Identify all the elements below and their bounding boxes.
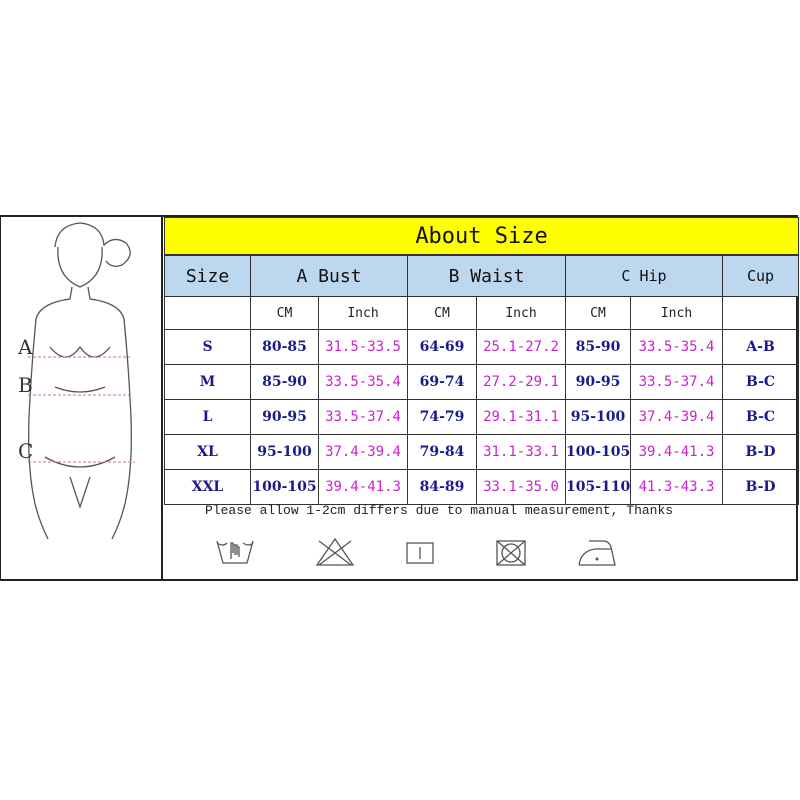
header-cup: Cup xyxy=(721,254,800,297)
waist-cm-cell: 74-79 xyxy=(407,399,477,435)
label-a: A xyxy=(18,335,33,359)
unit-inch: Inch xyxy=(630,296,723,330)
do-not-tumble-dry-icon xyxy=(496,540,526,566)
size-cell: XL xyxy=(164,434,251,470)
hip-cm-cell: 100-105 xyxy=(565,434,631,470)
bust-cm-cell: 85-90 xyxy=(250,364,319,400)
table-row: M 85-90 33.5-35.4 69-74 27.2-29.1 90-95 33.5-3… xyxy=(164,364,800,400)
hand-wash-icon xyxy=(216,540,254,564)
waist-inch-cell: 29.1-31.1 xyxy=(476,399,566,435)
bust-inch-cell: 37.4-39.4 xyxy=(318,434,408,470)
waist-cm-cell: 79-84 xyxy=(407,434,477,470)
hip-inch-cell: 37.4-39.4 xyxy=(630,399,723,435)
header-size: Size xyxy=(164,254,251,297)
bust-cm-cell: 90-95 xyxy=(250,399,319,435)
measurement-note: Please allow 1-2cm differs due to manual… xyxy=(205,503,674,518)
hip-cm-cell: 90-95 xyxy=(565,364,631,400)
bust-inch-cell: 39.4-41.3 xyxy=(318,469,408,505)
hip-inch-cell: 41.3-43.3 xyxy=(630,469,723,505)
header-hip: C Hip xyxy=(565,254,723,297)
unit-empty xyxy=(721,296,800,330)
hip-inch-cell: 33.5-35.4 xyxy=(630,329,723,365)
waist-inch-cell: 27.2-29.1 xyxy=(476,364,566,400)
line-dry-icon xyxy=(406,542,434,564)
table-row: XL 95-100 37.4-39.4 79-84 31.1-33.1 100-105 39… xyxy=(164,434,800,470)
hip-inch-cell: 33.5-37.4 xyxy=(630,364,723,400)
unit-inch: Inch xyxy=(318,296,408,330)
iron-low-icon xyxy=(578,540,616,566)
table-title: About Size xyxy=(163,217,800,256)
cup-cell: B-C xyxy=(721,399,800,435)
bust-cm-cell: 95-100 xyxy=(250,434,319,470)
table-row: L 90-95 33.5-37.4 74-79 29.1-31.1 95-100 37.4-… xyxy=(164,399,800,435)
bust-cm-cell: 100-105 xyxy=(250,469,319,505)
bust-cm-cell: 80-85 xyxy=(250,329,319,365)
waist-inch-cell: 31.1-33.1 xyxy=(476,434,566,470)
cup-cell: B-C xyxy=(721,364,800,400)
cup-cell: A-B xyxy=(721,329,800,365)
unit-cm: CM xyxy=(250,296,319,330)
unit-inch: Inch xyxy=(476,296,566,330)
size-cell: M xyxy=(164,364,251,400)
size-cell: XXL xyxy=(164,469,251,505)
waist-cm-cell: 84-89 xyxy=(407,469,477,505)
waist-inch-cell: 25.1-27.2 xyxy=(476,329,566,365)
waist-inch-cell: 33.1-35.0 xyxy=(476,469,566,505)
size-table: About Size Size A Bust B Waist C Hip Cup… xyxy=(163,217,800,505)
label-c: C xyxy=(18,439,34,463)
waist-cm-cell: 64-69 xyxy=(407,329,477,365)
hip-inch-cell: 39.4-41.3 xyxy=(630,434,723,470)
table-row: S 80-85 31.5-33.5 64-69 25.1-27.2 85-90 33.5-3… xyxy=(164,329,800,365)
unit-cm: CM xyxy=(407,296,477,330)
bust-inch-cell: 33.5-37.4 xyxy=(318,399,408,435)
bust-inch-cell: 33.5-35.4 xyxy=(318,364,408,400)
body-measurement-figure: A B C xyxy=(0,217,163,579)
hip-cm-cell: 105-110 xyxy=(565,469,631,505)
cup-cell: B-D xyxy=(721,434,800,470)
size-cell: S xyxy=(164,329,251,365)
bust-inch-cell: 31.5-33.5 xyxy=(318,329,408,365)
unit-empty xyxy=(164,296,251,330)
cup-cell: B-D xyxy=(721,469,800,505)
waist-cm-cell: 69-74 xyxy=(407,364,477,400)
body-outline-icon xyxy=(28,222,135,540)
hip-cm-cell: 95-100 xyxy=(565,399,631,435)
size-cell: L xyxy=(164,399,251,435)
header-bust: A Bust xyxy=(250,254,408,297)
label-b: B xyxy=(18,373,33,397)
header-waist: B Waist xyxy=(407,254,566,297)
hip-cm-cell: 85-90 xyxy=(565,329,631,365)
do-not-bleach-icon xyxy=(315,537,355,566)
unit-cm: CM xyxy=(565,296,631,330)
table-row: XXL 100-105 39.4-41.3 84-89 33.1-35.0 105-110… xyxy=(164,469,800,505)
